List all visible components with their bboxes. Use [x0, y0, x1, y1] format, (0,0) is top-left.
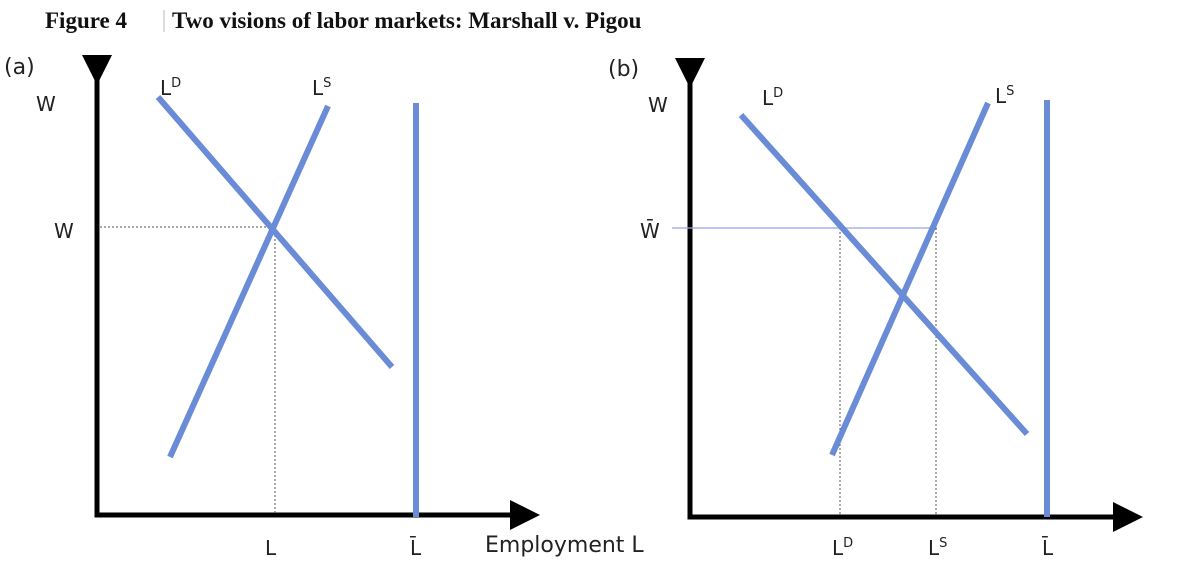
figure-number: Figure 4 — [45, 8, 127, 33]
x-axis-title: Employment L — [485, 533, 644, 558]
labor-force-label: L̄ — [1042, 535, 1054, 560]
supply-label-sup: S — [1006, 84, 1014, 99]
y-axis-label: W — [36, 92, 56, 116]
wage-label: W — [54, 219, 74, 243]
panel-b: (b) W W̄ LD LS LD LS L̄ — [608, 57, 1143, 560]
demand-curve — [738, 112, 1030, 437]
employment-supply-base: L — [928, 536, 940, 560]
panel-label: (b) — [608, 57, 639, 82]
supply-label-base: L — [312, 76, 324, 100]
supply-label-base: L — [995, 84, 1007, 108]
demand-label: LD — [762, 86, 783, 110]
employment-demand-sup: D — [843, 536, 853, 551]
employment-supply-label: LS — [928, 536, 947, 560]
demand-label-base: L — [160, 76, 172, 100]
demand-label-base: L — [762, 86, 774, 110]
supply-label: LS — [312, 76, 331, 100]
panel-label: (a) — [4, 55, 35, 80]
employment-label: L — [265, 536, 277, 560]
axes — [82, 55, 540, 530]
wage-label: W̄ — [640, 218, 660, 243]
demand-label: LD — [160, 76, 181, 100]
supply-curve — [829, 101, 991, 457]
labor-force-label: L̄ — [410, 535, 422, 560]
demand-label-sup: D — [171, 76, 181, 91]
figure-title: Two visions of labor markets: Marshall v… — [172, 8, 642, 33]
panel-a: (a) W W LD LS L L̄ Employment L — [4, 55, 644, 560]
employment-demand-label: LD — [832, 536, 853, 560]
supply-label-sup: S — [323, 76, 331, 91]
axes — [675, 58, 1143, 532]
employment-demand-base: L — [832, 536, 844, 560]
employment-supply-sup: S — [939, 536, 947, 551]
demand-curve — [155, 95, 395, 369]
supply-curve — [167, 104, 331, 459]
demand-label-sup: D — [773, 86, 783, 101]
supply-label: LS — [995, 84, 1014, 108]
y-axis-label: W — [648, 93, 668, 117]
